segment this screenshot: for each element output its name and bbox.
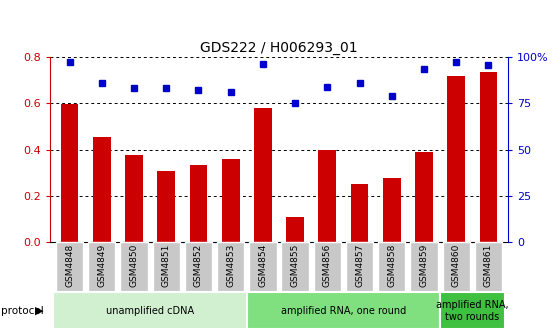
Text: GSM4861: GSM4861 [484, 244, 493, 287]
Text: GSM4848: GSM4848 [65, 244, 74, 287]
Text: GSM4851: GSM4851 [162, 244, 171, 287]
FancyBboxPatch shape [152, 242, 180, 292]
Bar [350, 184, 368, 242]
Text: unamplified cDNA: unamplified cDNA [106, 306, 194, 316]
Bar [125, 155, 143, 242]
FancyBboxPatch shape [185, 242, 212, 292]
Bar [448, 76, 465, 242]
FancyBboxPatch shape [314, 242, 341, 292]
Bar [415, 152, 433, 242]
Text: ▶: ▶ [35, 306, 44, 316]
Text: GSM4852: GSM4852 [194, 244, 203, 287]
Text: GSM4855: GSM4855 [291, 244, 300, 287]
Text: protocol: protocol [1, 306, 44, 316]
Bar [254, 109, 272, 242]
FancyBboxPatch shape [440, 292, 504, 329]
Bar [157, 171, 175, 242]
Text: GSM4853: GSM4853 [226, 244, 235, 287]
Bar [286, 216, 304, 242]
Text: amplified RNA, one round: amplified RNA, one round [281, 306, 406, 316]
Text: GSM4857: GSM4857 [355, 244, 364, 287]
Text: GSM4856: GSM4856 [323, 244, 332, 287]
FancyBboxPatch shape [475, 242, 502, 292]
Text: GSM4854: GSM4854 [258, 244, 267, 287]
Text: GSM4849: GSM4849 [97, 244, 106, 287]
Bar [479, 72, 497, 242]
Title: GDS222 / H006293_01: GDS222 / H006293_01 [200, 41, 358, 55]
Bar [319, 150, 336, 242]
FancyBboxPatch shape [281, 242, 309, 292]
Text: GSM4858: GSM4858 [387, 244, 396, 287]
Text: GSM4850: GSM4850 [129, 244, 138, 287]
FancyBboxPatch shape [121, 242, 148, 292]
Bar [190, 165, 208, 242]
Bar [93, 137, 110, 242]
FancyBboxPatch shape [442, 242, 470, 292]
FancyBboxPatch shape [88, 242, 116, 292]
Bar [383, 178, 401, 242]
Text: GSM4859: GSM4859 [420, 244, 429, 287]
FancyBboxPatch shape [249, 242, 277, 292]
Bar [222, 159, 239, 242]
FancyBboxPatch shape [378, 242, 406, 292]
FancyBboxPatch shape [56, 242, 83, 292]
Text: GSM4860: GSM4860 [452, 244, 461, 287]
FancyBboxPatch shape [410, 242, 437, 292]
Text: amplified RNA,
two rounds: amplified RNA, two rounds [436, 300, 509, 322]
FancyBboxPatch shape [247, 292, 440, 329]
FancyBboxPatch shape [217, 242, 244, 292]
FancyBboxPatch shape [346, 242, 373, 292]
FancyBboxPatch shape [54, 292, 247, 329]
Bar [61, 104, 79, 242]
